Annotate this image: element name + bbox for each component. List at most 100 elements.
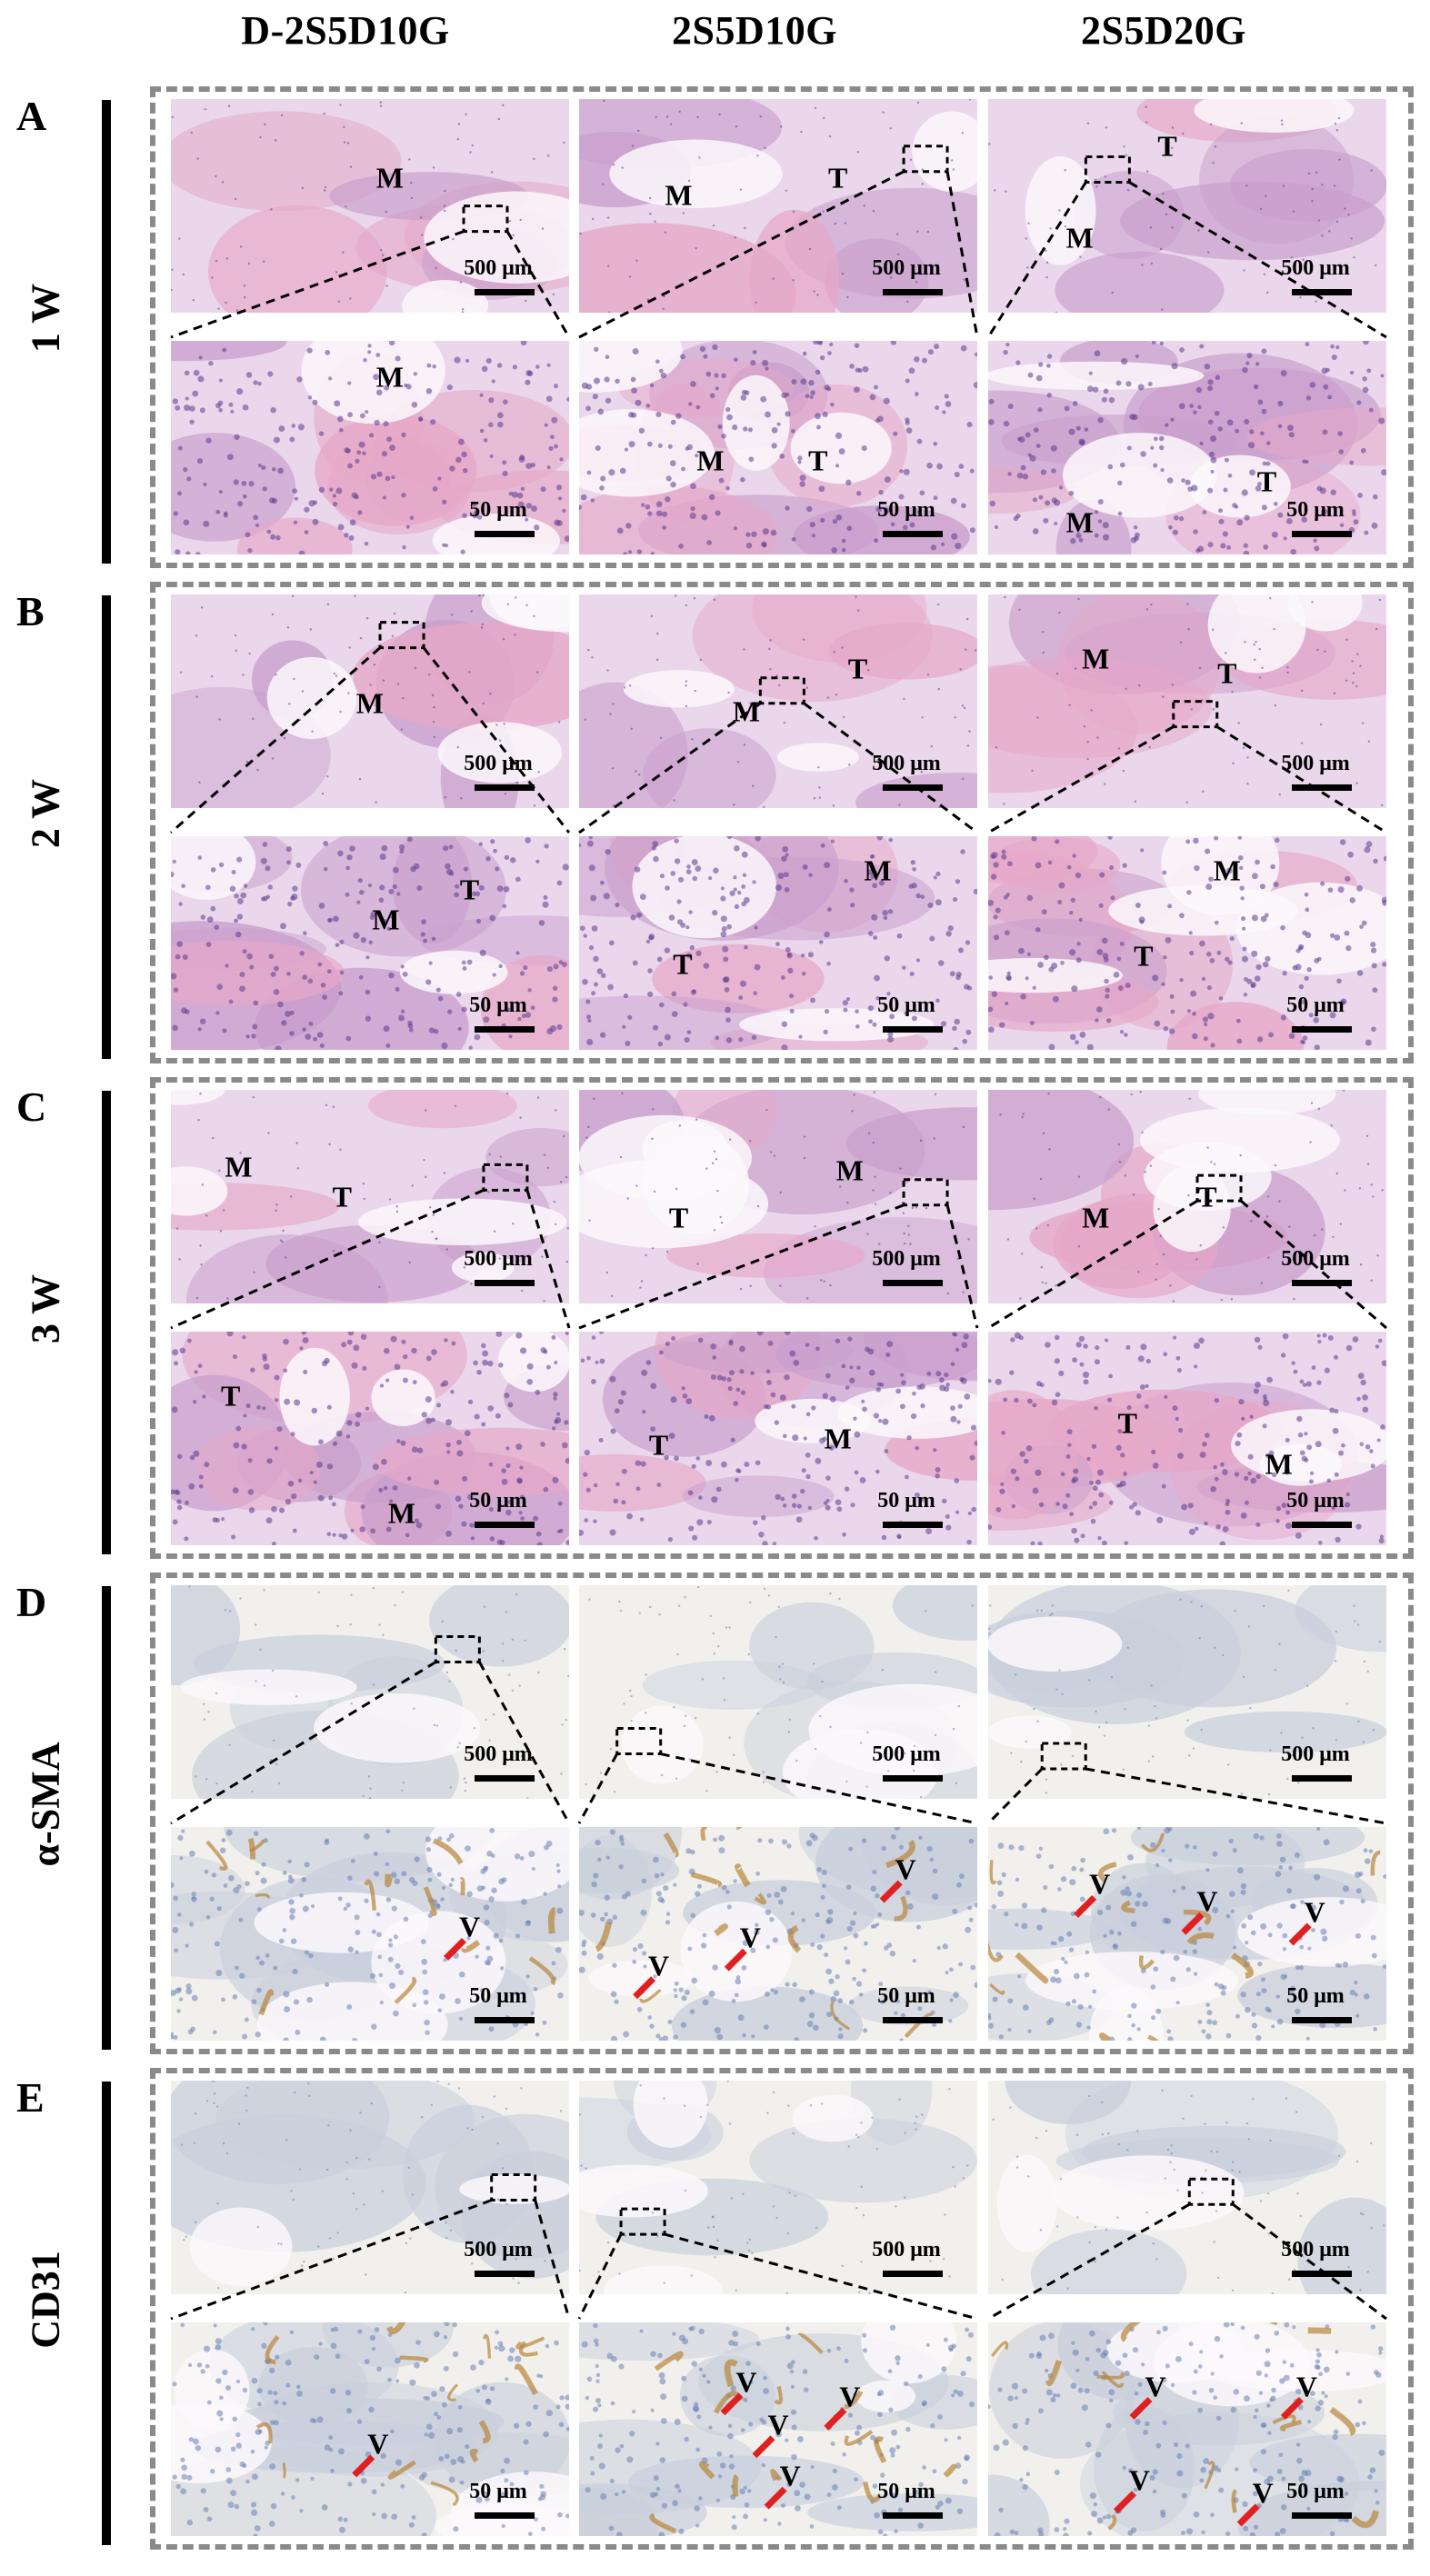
red-arrow-icon (752, 2435, 775, 2459)
panel-letter-c: C (16, 1083, 47, 1130)
micrograph-d-high-2: V V V 50 μm (579, 1827, 977, 2041)
region-label: V (739, 1921, 761, 1954)
micrograph-b-low-2: T M 500 μm (579, 594, 977, 808)
micrograph-a-low-1: M 500 μm (171, 99, 569, 313)
zoom-box (1187, 2177, 1235, 2206)
scale-bar (1292, 1026, 1352, 1033)
zoom-box (902, 145, 949, 174)
scale-bar (1292, 2017, 1352, 2023)
region-label: T (847, 652, 868, 685)
region-label: M (225, 1150, 253, 1183)
column-header-1: D-2S5D10G (241, 8, 450, 53)
micrograph-e-high-3: V V V V 50 μm (988, 2322, 1386, 2536)
row-label-c: 3 W (23, 1273, 68, 1344)
panel-frame-d (150, 1573, 1414, 2054)
micrograph-c-low-1: M T 500 μm (171, 1090, 569, 1303)
region-label: T (673, 947, 693, 981)
scale-label: 50 μm (469, 1984, 527, 2008)
micrograph-e-low-2: 500 μm (579, 2081, 977, 2294)
scale-bar (1292, 531, 1352, 537)
scale-bar (475, 1775, 535, 1782)
region-label: V (839, 2380, 861, 2413)
red-arrow-icon (1288, 1922, 1312, 1946)
red-arrow-icon (633, 1976, 656, 2000)
scale-bar (475, 2512, 535, 2519)
region-label: M (1265, 1447, 1293, 1481)
scale-bar (883, 784, 943, 791)
zoom-box (1172, 700, 1219, 729)
row-bar-e (102, 2082, 111, 2545)
scale-bar (1292, 2271, 1352, 2277)
panel-letter-a: A (16, 93, 47, 139)
row-label-a: 1 W (23, 283, 68, 354)
region-label: V (1089, 1867, 1111, 1901)
scale-label: 50 μm (469, 498, 527, 522)
region-label: M (1213, 854, 1241, 887)
micrograph-a-high-2: M T 50 μm (579, 341, 977, 554)
column-header-3: 2S5D20G (1081, 8, 1246, 53)
micrograph-c-high-3: T M 50 μm (988, 1332, 1386, 1545)
scale-label: 500 μm (1281, 2238, 1350, 2261)
red-arrow-icon (720, 2392, 744, 2416)
row-label-d: α-SMA (23, 1742, 68, 1867)
scale-label: 50 μm (1286, 993, 1345, 1017)
micrograph-e-high-1: V 50 μm (171, 2322, 569, 2536)
micrograph-d-high-1: V 50 μm (171, 1827, 569, 2041)
scale-label: 500 μm (872, 752, 941, 775)
scale-label: 50 μm (469, 1489, 527, 1513)
region-label: M (372, 903, 400, 936)
region-label: V (458, 1910, 481, 1943)
region-label: M (696, 444, 725, 477)
panel-frame-e (150, 2068, 1414, 2550)
scale-bar (883, 1775, 943, 1782)
scale-bar (475, 1026, 535, 1033)
zoom-box (1084, 155, 1131, 185)
micrograph-b-low-3: M T 500 μm (988, 594, 1386, 808)
scale-label: 500 μm (872, 2238, 941, 2261)
scale-bar (475, 2017, 535, 2023)
scale-bar (883, 289, 943, 295)
scale-label: 500 μm (464, 752, 533, 775)
scale-label: 500 μm (872, 1247, 941, 1271)
region-label: M (375, 360, 404, 394)
region-label: M (375, 161, 404, 195)
row-label-b: 2 W (23, 778, 68, 849)
micrograph-b-high-2: M T 50 μm (579, 836, 977, 1050)
scale-label: 500 μm (1281, 1247, 1350, 1271)
scale-label: 50 μm (469, 993, 527, 1017)
zoom-box (1195, 1173, 1243, 1203)
region-label: T (1256, 464, 1277, 498)
region-label: M (732, 694, 761, 728)
scale-label: 50 μm (877, 498, 935, 522)
micrograph-a-low-2: M T 500 μm (579, 99, 977, 313)
micrograph-b-high-1: M T 50 μm (171, 836, 569, 1050)
region-label: V (779, 2459, 801, 2492)
region-label: T (828, 161, 848, 195)
scale-bar (475, 531, 535, 537)
red-arrow-icon (824, 2407, 847, 2431)
zoom-box (490, 2173, 537, 2202)
scale-bar (1292, 1522, 1352, 1528)
scale-bar (883, 2271, 943, 2277)
region-label: V (1196, 1884, 1218, 1918)
micrograph-c-low-3: M T 500 μm (988, 1090, 1386, 1303)
region-label: T (808, 444, 828, 477)
region-label: M (355, 686, 385, 720)
micrograph-d-high-3: V V V 50 μm (988, 1827, 1386, 2041)
region-label: V (1295, 2370, 1317, 2402)
column-header-2: 2S5D10G (672, 8, 837, 53)
scale-bar (1292, 1775, 1352, 1782)
scale-label: 50 μm (877, 2480, 935, 2503)
red-arrow-icon (1074, 1894, 1097, 1918)
red-arrow-icon (1236, 2503, 1260, 2527)
region-label: M (864, 854, 892, 887)
micrograph-c-high-2: T M 50 μm (579, 1332, 977, 1545)
micrograph-d-low-2: 500 μm (579, 1585, 977, 1799)
scale-label: 50 μm (1286, 1489, 1345, 1513)
row-bar-d (102, 1586, 111, 2050)
red-arrow-icon (724, 1948, 747, 1972)
zoom-box (615, 1727, 663, 1756)
scale-label: 500 μm (872, 1742, 941, 1766)
micrograph-b-low-1: M 500 μm (171, 594, 569, 808)
micrograph-d-low-1: 500 μm (171, 1585, 569, 1799)
